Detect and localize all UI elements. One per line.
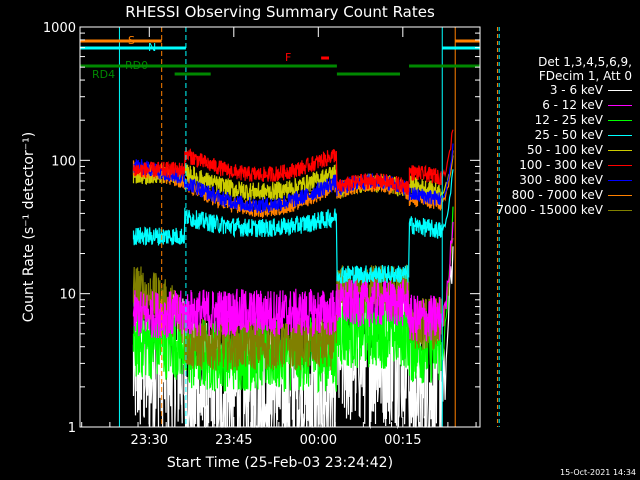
x-tick-label: 00:15 [384, 433, 421, 448]
y-axis-label: Count Rate (s⁻¹ detector⁻¹) [21, 132, 37, 322]
legend-label: 25 - 50 keV [534, 128, 603, 142]
flag-label-rd4: RD4 [92, 68, 115, 81]
legend-entry: 7000 - 15000 keV [496, 203, 632, 217]
x-tick-label: 23:45 [215, 433, 252, 448]
y-tick-label: 1000 [43, 21, 76, 36]
legend-entry: 50 - 100 keV [527, 143, 632, 157]
legend-entry: 100 - 300 keV [519, 158, 632, 172]
x-axis-label: Start Time (25-Feb-03 23:24:42) [167, 455, 393, 471]
legend-entry: 12 - 25 keV [535, 113, 632, 127]
legend-swatch [608, 165, 632, 166]
legend-swatch [608, 105, 632, 106]
legend-swatch [608, 150, 632, 151]
legend-label: 3 - 6 keV [549, 83, 603, 97]
y-tick-label: 1 [68, 421, 76, 436]
legend-swatch [608, 135, 632, 136]
legend-entry: 25 - 50 keV [535, 128, 632, 142]
legend-label: 50 - 100 keV [526, 143, 603, 157]
series-layer [132, 129, 454, 430]
legend-entry: 800 - 7000 keV [512, 188, 632, 202]
legend-entry: 300 - 800 keV [519, 173, 632, 187]
series-line [132, 169, 454, 284]
flag-label-n: N [148, 41, 156, 54]
flag-label-s: S [128, 34, 135, 47]
legend-entry: 3 - 6 keV [550, 83, 632, 97]
flag-layer [80, 27, 500, 427]
plot-frame [79, 26, 481, 428]
legend-swatch [608, 195, 632, 196]
flag-label-f: F [285, 51, 291, 64]
legend-swatch [608, 120, 632, 121]
x-tick-label: 00:00 [300, 433, 337, 448]
x-tick-label: 23:30 [131, 433, 168, 448]
legend-label: 7000 - 15000 keV [496, 203, 603, 217]
flag-label-rd0: RD0 [125, 59, 148, 72]
series-line [132, 129, 454, 196]
footer-date: 15-Oct-2021 14:34 [560, 468, 636, 477]
legend-swatch [608, 210, 632, 211]
legend-swatch [608, 90, 632, 91]
legend-header: FDecim 1, Att 0 [538, 69, 632, 83]
y-tick-label: 10 [59, 288, 76, 303]
legend-label: 6 - 12 keV [542, 98, 603, 112]
legend-header: Det 1,3,4,5,6,9, [538, 55, 632, 69]
legend-swatch [608, 180, 632, 181]
legend-entry: 6 - 12 keV [542, 98, 632, 112]
legend-label: 100 - 300 keV [519, 158, 603, 172]
axis-layer: 1 10 100 1000 23:30 23:45 00:00 00:15 [43, 21, 480, 448]
legend-label: 300 - 800 keV [519, 173, 603, 187]
chart-title: RHESSI Observing Summary Count Rates [125, 3, 435, 21]
legend-label: 800 - 7000 keV [511, 188, 603, 202]
legend-label: 12 - 25 keV [534, 113, 603, 127]
y-tick-label: 100 [51, 154, 76, 169]
series-line [132, 221, 454, 342]
